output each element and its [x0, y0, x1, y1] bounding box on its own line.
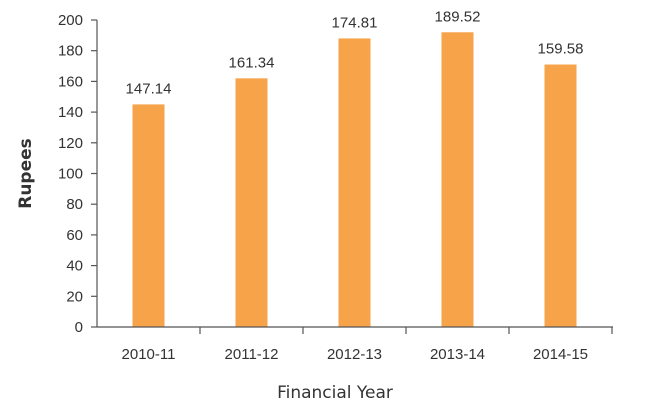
y-tick-label: 200 — [58, 12, 83, 29]
bar — [132, 104, 165, 327]
y-tick-label: 180 — [58, 43, 83, 60]
bar — [338, 38, 371, 328]
y-tick-label: 40 — [66, 258, 83, 275]
x-tick-label: 2014-15 — [533, 346, 588, 363]
y-tick-label: 0 — [75, 319, 83, 336]
x-tick-label: 2013-14 — [430, 346, 485, 363]
x-tick-label: 2011-12 — [225, 346, 279, 363]
y-tick-label: 140 — [58, 104, 83, 121]
bars — [132, 32, 577, 328]
data-label: 159.58 — [538, 41, 584, 58]
x-axis-title: Financial Year — [277, 383, 393, 403]
data-label: 161.34 — [229, 54, 275, 71]
bar — [544, 64, 577, 327]
bar — [235, 78, 268, 327]
y-tick-label: 20 — [66, 288, 83, 305]
data-label: 189.52 — [435, 8, 481, 25]
y-tick-label: 120 — [58, 135, 83, 152]
data-label: 174.81 — [332, 14, 378, 31]
y-axis-ticks: 0 20 40 60 80 100 120 140 160 180 200 — [58, 12, 97, 336]
y-tick-label: 80 — [66, 196, 83, 213]
x-tick-label: 2010-11 — [122, 346, 176, 363]
x-axis-ticks: 2010-11 2011-12 2012-13 2013-14 2014-15 — [122, 327, 613, 363]
data-label: 147.14 — [126, 80, 172, 97]
y-tick-label: 160 — [58, 73, 83, 90]
data-labels: 147.14 161.34 174.81 189.52 159.58 — [126, 8, 584, 97]
y-tick-label: 60 — [66, 227, 83, 244]
y-axis-title: Rupees — [16, 138, 36, 209]
x-tick-label: 2012-13 — [327, 346, 382, 363]
bar — [441, 32, 474, 327]
y-tick-label: 100 — [58, 166, 83, 183]
